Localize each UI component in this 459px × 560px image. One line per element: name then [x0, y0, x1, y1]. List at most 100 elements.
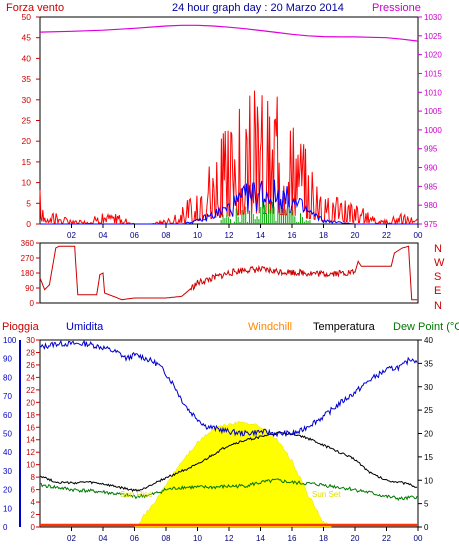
rain-tick-label: 10	[26, 461, 35, 470]
temperature-tick-label: 15	[424, 453, 433, 462]
wind-speed-axis: 0 5 10 15 20 25 30 35 40 45 50	[22, 12, 40, 229]
humidity-tick-label: 30	[3, 467, 12, 476]
humidity-legend: Umidita	[66, 321, 104, 333]
pressure-tick-label: 985	[424, 182, 438, 191]
rain-tick-label: 20	[26, 398, 35, 407]
rain-tick-label: 22	[26, 386, 35, 395]
time-tick-label: 00	[414, 534, 423, 543]
time-tick-label: 20	[351, 534, 360, 543]
direction-tick-label: 180	[21, 269, 35, 278]
time-tick-label: 18	[319, 534, 328, 543]
temperature-tick-label: 20	[424, 430, 433, 439]
time-tick-label: 12	[225, 534, 234, 543]
time-tick-label: 10	[193, 231, 202, 240]
wind-tick-label: 25	[22, 116, 32, 126]
pressure-tick-label: 975	[424, 220, 438, 229]
direction-tick-label: 90	[25, 284, 34, 293]
temperature-tick-label: 10	[424, 476, 433, 485]
temperature-tick-label: 30	[424, 383, 433, 392]
humidity-tick-label: 50	[3, 430, 12, 439]
humidity-tick-label: 40	[3, 448, 12, 457]
wind-tick-label: 0	[26, 219, 31, 229]
pressure-tick-label: 1015	[424, 69, 442, 78]
chart-title: 24 hour graph day : 20 Marzo 2014	[172, 2, 344, 14]
dewpoint-legend: Dew Point (°C	[393, 321, 459, 333]
pressure-line	[39, 24, 419, 42]
pressure-tick-label: 1005	[424, 107, 442, 116]
wind-tick-label: 50	[22, 12, 32, 22]
rain-tick-label: 18	[26, 411, 35, 420]
humidity-tick-label: 100	[3, 336, 17, 345]
compass-label-w: W	[434, 257, 445, 269]
time-tick-label: 16	[288, 231, 297, 240]
humidity-tick-label: 20	[3, 486, 12, 495]
rain-tick-label: 2	[31, 511, 36, 520]
pressure-tick-label: 1010	[424, 88, 442, 97]
humidity-tick-label: 80	[3, 373, 12, 382]
wind-speed-title: Forza vento	[6, 2, 64, 14]
wind-speed-line	[39, 90, 419, 226]
rain-tick-label: 14	[26, 436, 35, 445]
rain-tick-label: 24	[26, 373, 35, 382]
rain-tick-label: 26	[26, 361, 35, 370]
temperature-tick-label: 5	[424, 500, 429, 509]
time-tick-label: 08	[162, 534, 171, 543]
humidity-line	[39, 339, 418, 438]
direction-tick-label: 0	[30, 299, 35, 308]
humidity-tick-label: 90	[3, 355, 12, 364]
time-tick-label: 04	[99, 231, 108, 240]
humidity-tick-label: 10	[3, 504, 12, 513]
solar-radiation-area	[134, 420, 333, 528]
time-tick-label: 06	[130, 534, 139, 543]
time-tick-label: 04	[99, 534, 108, 543]
temperature-tick-label: 25	[424, 406, 433, 415]
time-tick-label: 14	[256, 231, 265, 240]
time-tick-label: 00	[414, 231, 423, 240]
pressure-tick-label: 1020	[424, 51, 442, 60]
humidity-tick-label: 70	[3, 392, 12, 401]
wind-tick-label: 30	[22, 95, 32, 105]
windchill-legend: Windchill	[248, 321, 292, 333]
pressure-tick-label: 1030	[424, 13, 442, 22]
rain-tick-label: 28	[26, 348, 35, 357]
wind-speed-series	[39, 90, 419, 226]
direction-tick-label: 270	[21, 254, 35, 263]
direction-axis: 0 90 180 270 360	[21, 239, 40, 308]
time-tick-label: 14	[256, 534, 265, 543]
time-tick-label: 10	[193, 534, 202, 543]
humidity-tick-label: 60	[3, 411, 12, 420]
temperature-legend: Temperatura	[313, 321, 376, 333]
pressure-axis: 975 980 985 990 995 1000 1005 1010 1015 1020 1025 1…	[418, 13, 442, 229]
climate-axes: 0102030405060708090100024681012141618202…	[3, 336, 433, 532]
rain-bar-series	[220, 201, 311, 224]
time-tick-label: 22	[382, 534, 391, 543]
pressure-tick-label: 980	[424, 201, 438, 210]
wind-tick-label: 20	[22, 136, 32, 146]
wind-tick-label: 5	[26, 198, 31, 208]
humidity-tick-label: 0	[3, 523, 8, 532]
sunset-annotation: Sun Set	[312, 490, 341, 499]
temperature-tick-label: 40	[424, 336, 433, 345]
time-tick-label: 18	[319, 231, 328, 240]
time-tick-label: 02	[67, 231, 76, 240]
compass-label-n-bottom: N	[434, 300, 442, 312]
pressure-title: Pressione	[372, 2, 421, 14]
rain-tick-label: 30	[26, 336, 35, 345]
rain-legend: Pioggia	[2, 321, 40, 333]
pressure-tick-label: 1000	[424, 126, 442, 135]
compass-labels: N W S E N	[434, 243, 445, 312]
direction-tick-label: 360	[21, 239, 35, 248]
compass-label-n-top: N	[434, 243, 442, 255]
pressure-tick-label: 990	[424, 164, 438, 173]
rain-tick-label: 8	[31, 473, 36, 482]
time-tick-label: 02	[67, 534, 76, 543]
time-tick-label: 22	[382, 231, 391, 240]
compass-label-e: E	[434, 285, 441, 297]
rain-tick-label: 0	[31, 523, 36, 532]
temperature-tick-label: 35	[424, 359, 433, 368]
pressure-tick-label: 995	[424, 145, 438, 154]
time-tick-label: 08	[162, 231, 171, 240]
time-axis-top: 02 04 06 08 10 12 14 16 18 20 22 00	[67, 224, 423, 240]
